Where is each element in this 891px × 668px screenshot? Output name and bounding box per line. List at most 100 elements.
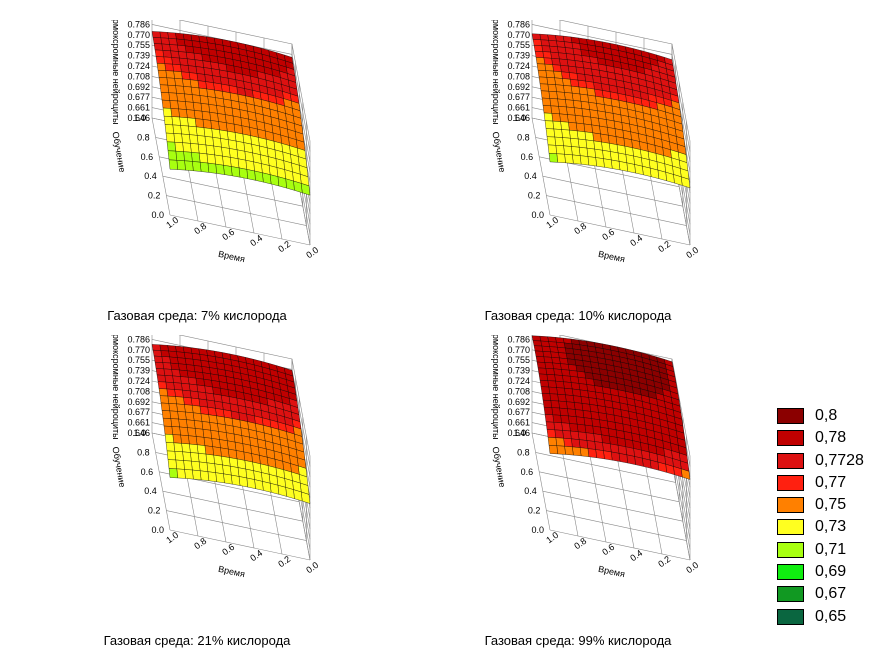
surface-cell [156,63,166,71]
surface-cell [166,388,176,397]
surface-cell [217,113,227,123]
legend-swatch [777,519,804,536]
surface-cell [189,443,199,454]
surface-cell [551,357,561,364]
surface-cell [175,459,185,470]
z-tick-label: 0.677 [507,92,530,102]
surface-cell [586,147,596,158]
surface-cell [166,450,176,461]
surface-cell [548,445,558,455]
surface-cell [595,449,605,460]
surface-cell [193,420,204,430]
z-tick-label: 0.770 [507,345,530,355]
surface-cell [198,461,209,472]
surface-cell [611,159,621,171]
surface-cell [547,34,557,42]
surface-cell [262,172,272,185]
surface-cell [556,153,566,164]
surface-cell [589,109,599,119]
surface-cell [210,120,220,131]
surface-cell [182,142,192,153]
z-tick-label: 0.755 [507,355,530,365]
surface-cell [155,56,165,64]
z-tick-label: 0.708 [127,386,150,396]
surface-cell [152,37,162,45]
surface-cell [576,73,586,82]
surface-cell [581,403,591,412]
surface-cell [169,356,179,364]
surface-cell [185,364,196,372]
surface-cell [190,86,201,96]
surface-cell [564,47,575,55]
x-tick-label: 0.4 [248,233,264,248]
surface-cell [577,138,588,149]
z-tick-label: 0.724 [127,61,150,71]
x-tick-label: 0.6 [600,227,616,242]
caption-7: Газовая среда: 7% кислорода [107,308,287,323]
legend-label: 0,71 [815,540,847,558]
surface-cell [230,157,240,169]
surface-cell [186,58,197,67]
surface-cell [541,97,551,106]
surface-cell [176,351,186,359]
surface-mesh [151,31,311,196]
surface-cell [231,474,241,486]
surface-cell [176,468,186,479]
surface-cell [188,125,198,136]
z-tick-label: 0.677 [507,407,530,417]
surface-cell [173,70,183,80]
surface-cell [595,157,605,168]
surface-cell [594,148,604,159]
surface-cell [194,428,205,438]
surface-cell [555,380,565,389]
surface-cell [562,375,572,383]
z-tick-label: 0.661 [127,103,150,113]
surface-cell [567,408,577,417]
surface-cell [201,111,211,121]
surface-cell [199,470,210,481]
y-tick-label: 0.8 [137,132,150,142]
surface-cell [560,65,570,73]
surface-cell [162,417,172,427]
surface-cell [206,88,216,98]
surface-cell [592,132,602,143]
surface-cell [551,58,561,66]
surface-cell [207,162,217,174]
surface-cell [552,64,562,72]
surface-cell [531,33,541,40]
z-tick-label: 0.646 [507,113,530,123]
surface-cell [171,57,181,66]
surface-cell [159,31,169,39]
y-axis-title: Обучение [490,446,507,488]
surface-cell [561,129,571,139]
surface-cell [548,341,558,348]
surface-cell [206,462,216,473]
surface-cell [593,433,603,443]
surface-cell [198,87,208,97]
z-tick-label: 0.770 [507,30,530,40]
surface-cell [189,79,200,89]
surface-cell [175,150,185,161]
surface-cell [634,164,644,176]
surface-cell [199,95,209,105]
x-tick-label: 0.6 [220,227,236,242]
surface-cell [565,394,575,403]
surface-cell [557,98,567,108]
panel-99: 0.8020.7860.7700.7550.7390.7240.7080.692… [440,335,860,665]
surface-cell [555,437,565,447]
surface-cell [577,79,587,89]
surface-cell [202,119,212,129]
surface-cell [547,144,557,154]
legend-label: 0,77 [815,473,847,491]
surface-cell [546,374,556,382]
x-tick-label: 0.0 [684,560,700,575]
surface-cell [568,122,578,132]
caption-21: Газовая среда: 21% кислорода [103,633,291,648]
surface-cell [584,424,594,434]
surface-cell [558,106,568,115]
legend-label: 0,8 [815,407,838,424]
surface-cell [618,161,628,172]
surface-cell [174,142,184,152]
x-tick-label: 0.4 [248,548,264,563]
surface-cell [214,463,224,475]
